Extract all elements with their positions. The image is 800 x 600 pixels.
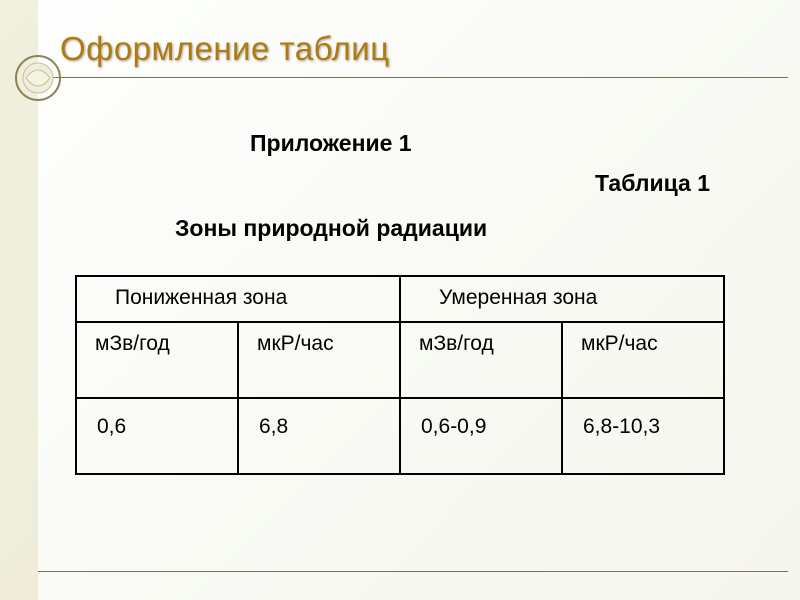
corner-ornament-icon	[14, 54, 62, 102]
table-row: 0,6 6,8 0,6-0,9 6,8-10,3	[76, 398, 724, 474]
top-rule	[38, 77, 788, 78]
zone-header-cell: Пониженная зона	[76, 276, 400, 322]
unit-header-cell: мЗв/год	[76, 322, 238, 398]
table-caption: Зоны природной радиации	[175, 215, 487, 242]
table-row: Пониженная зона Умеренная зона	[76, 276, 724, 322]
unit-header-cell: мЗв/год	[400, 322, 562, 398]
bottom-rule	[38, 571, 788, 572]
data-cell: 0,6-0,9	[400, 398, 562, 474]
data-cell: 6,8-10,3	[562, 398, 724, 474]
unit-header-cell: мкР/час	[562, 322, 724, 398]
page-title: Оформление таблиц	[60, 30, 390, 68]
data-cell: 0,6	[76, 398, 238, 474]
table-row: мЗв/год мкР/час мЗв/год мкР/час	[76, 322, 724, 398]
data-cell: 6,8	[238, 398, 400, 474]
table-number-label: Таблица 1	[595, 170, 710, 197]
unit-header-cell: мкР/час	[238, 322, 400, 398]
appendix-label: Приложение 1	[250, 130, 412, 157]
radiation-zones-table: Пониженная зона Умеренная зона мЗв/год м…	[75, 275, 725, 475]
zone-header-cell: Умеренная зона	[400, 276, 724, 322]
